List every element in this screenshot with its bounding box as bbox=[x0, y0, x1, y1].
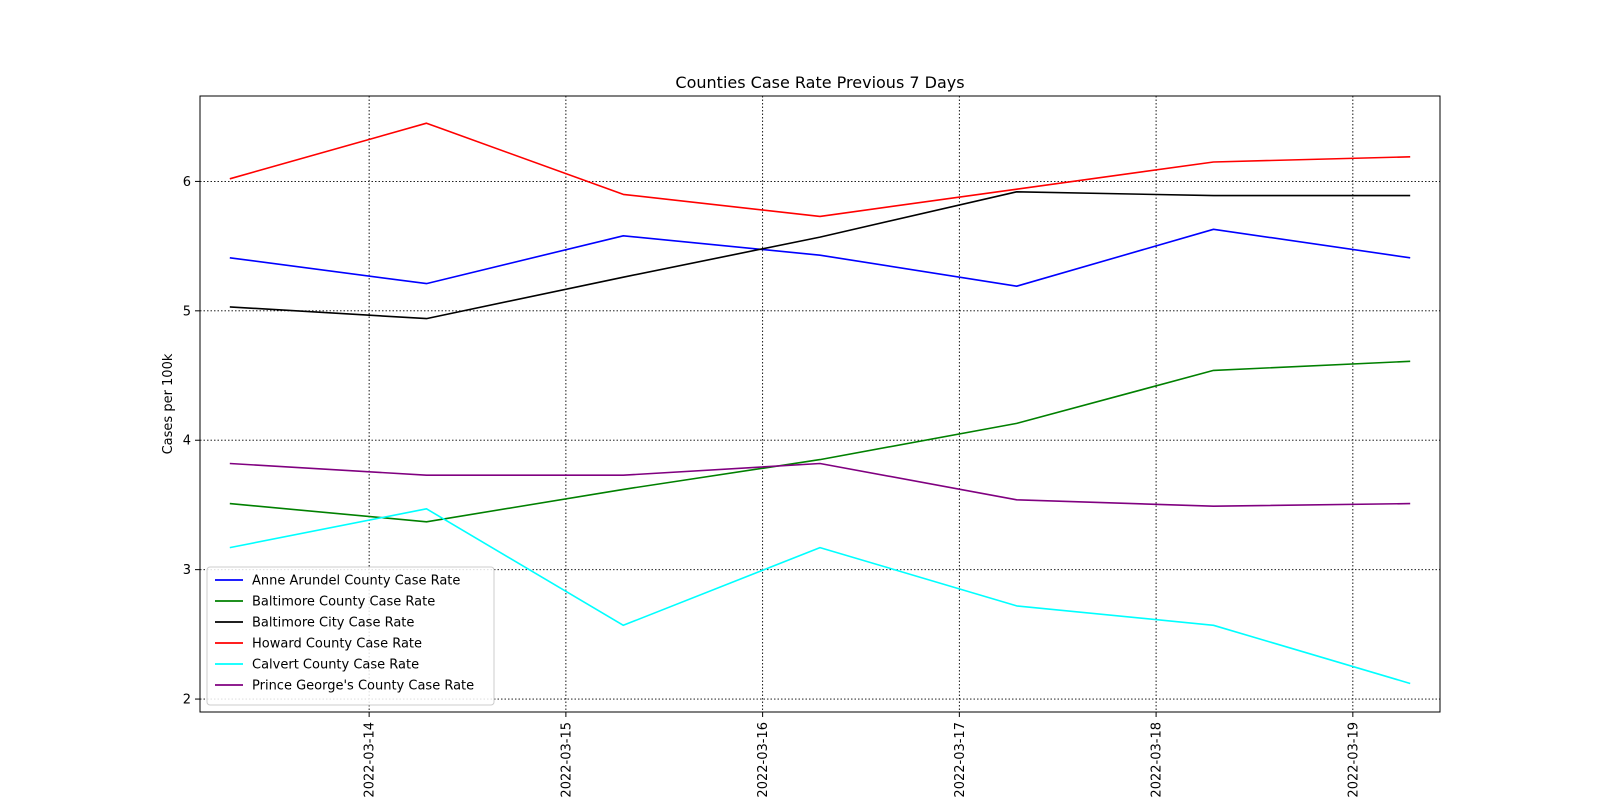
series-line bbox=[229, 462, 1411, 508]
series-line bbox=[229, 191, 1411, 320]
legend-label: Prince George's County Case Rate bbox=[252, 679, 474, 694]
series-line bbox=[229, 122, 1411, 218]
x-tick-label: 2022-03-16 bbox=[756, 722, 771, 798]
x-tick-label: 2022-03-17 bbox=[953, 722, 968, 798]
legend: Anne Arundel County Case Rate Baltimore C… bbox=[206, 566, 495, 706]
x-tick-label: 2022-03-15 bbox=[559, 722, 574, 798]
legend-box bbox=[206, 566, 495, 706]
y-tick-label: 6 bbox=[183, 175, 191, 190]
legend-label: Anne Arundel County Case Rate bbox=[252, 574, 460, 589]
axis-ticks: 2 3 4 5 6 2022-03-14 2022-03-15 2022-03-16 2022-… bbox=[183, 175, 1362, 798]
legend-label: Calvert County Case Rate bbox=[252, 658, 419, 673]
series-line bbox=[229, 228, 1411, 288]
legend-label: Baltimore City Case Rate bbox=[252, 616, 414, 631]
x-tick-label: 2022-03-14 bbox=[363, 722, 378, 798]
y-tick-label: 4 bbox=[183, 434, 191, 449]
y-tick-label: 2 bbox=[183, 693, 191, 708]
x-tick-label: 2022-03-19 bbox=[1346, 722, 1361, 798]
x-tick-label: 2022-03-18 bbox=[1150, 722, 1165, 798]
series-line bbox=[229, 360, 1411, 523]
series-line bbox=[229, 507, 1411, 685]
series-lines bbox=[229, 122, 1411, 685]
y-tick-label: 3 bbox=[183, 563, 191, 578]
chart-title: Counties Case Rate Previous 7 Days bbox=[675, 73, 964, 92]
plot-frame bbox=[199, 95, 1441, 713]
legend-label: Baltimore County Case Rate bbox=[252, 595, 435, 610]
y-axis-label: Cases per 100k bbox=[161, 353, 176, 454]
legend-label: Howard County Case Rate bbox=[252, 637, 422, 652]
y-tick-label: 5 bbox=[183, 304, 191, 319]
